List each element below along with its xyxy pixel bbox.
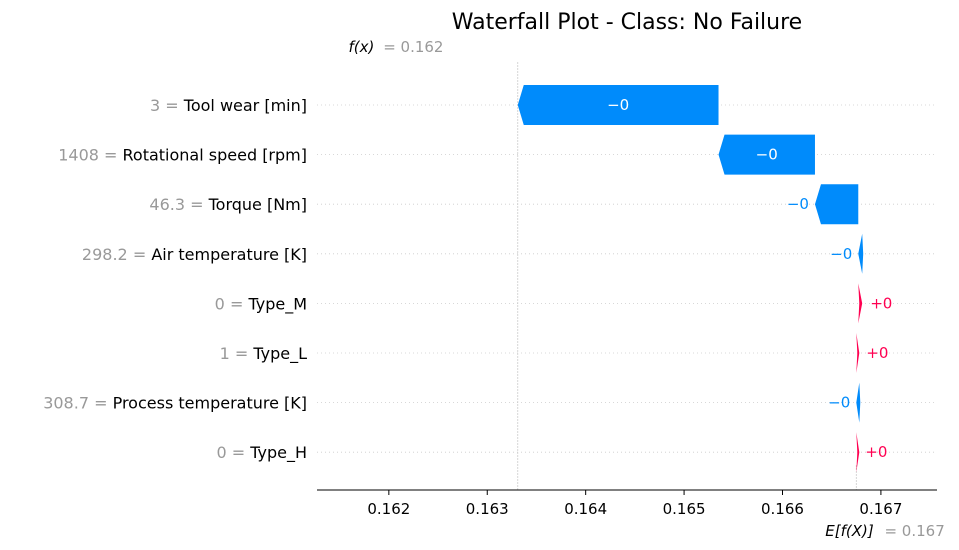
bars: −0 −0 −0 −0 +0 +0 −0 +0: [517, 85, 892, 473]
feature-bar: [858, 233, 864, 274]
ex-prefix: E[f(X)]: [825, 522, 874, 540]
bar-value-label: −0: [828, 394, 850, 412]
ex-annotation: E[f(X)] = 0.167: [825, 522, 945, 540]
feature-bar: [856, 432, 860, 473]
feature-labels: 3 = Tool wear [min] 1408 = Rotational spe…: [43, 96, 307, 463]
feature-name: Tool wear [min]: [183, 96, 307, 115]
x-tick-label: 0.167: [859, 500, 902, 518]
fx-annotation: f(x) = 0.162: [349, 38, 444, 56]
feature-name: Type_M: [247, 294, 307, 314]
feature-bar: [858, 283, 863, 324]
fx-value: = 0.162: [383, 38, 443, 56]
feature-label: 1408 = Rotational speed [rpm]: [58, 146, 307, 165]
feature-bar: [856, 333, 860, 373]
feature-value: 1408 =: [58, 146, 122, 165]
x-tick-label: 0.163: [466, 500, 509, 518]
feature-label: 1 = Type_L: [220, 344, 308, 364]
x-tick-label: 0.166: [761, 500, 804, 518]
feature-value: 1 =: [220, 344, 254, 363]
feature-value: 298.2 =: [82, 245, 151, 264]
feature-bar: [517, 85, 719, 125]
feature-value: 46.3 =: [149, 195, 208, 214]
feature-value: 0 =: [215, 294, 249, 313]
fx-prefix: f(x): [349, 38, 375, 56]
feature-value: 308.7 =: [43, 394, 112, 413]
feature-name: Type_L: [252, 344, 307, 364]
bar-value-label: +0: [870, 294, 892, 312]
feature-label: 0 = Type_M: [215, 294, 307, 314]
guide-lines: [517, 62, 857, 490]
feature-name: Type_H: [249, 443, 307, 463]
bar-value-label: −0: [830, 245, 852, 263]
chart-title: Waterfall Plot - Class: No Failure: [452, 10, 802, 35]
bar-value-label: +0: [866, 344, 888, 362]
bar-value-label: −0: [787, 195, 809, 213]
feature-label: 0 = Type_H: [216, 443, 307, 463]
feature-name: Air temperature [K]: [151, 245, 307, 264]
ex-value: = 0.167: [884, 522, 944, 540]
feature-value: 3 =: [150, 96, 184, 115]
x-axis-ticks: 0.162 0.163 0.164 0.165 0.166 0.167: [367, 490, 902, 518]
feature-label: 46.3 = Torque [Nm]: [149, 195, 307, 214]
feature-bar: [856, 382, 861, 423]
feature-bar: [718, 134, 815, 175]
bar-value-label: −0: [756, 146, 778, 164]
feature-bar: [814, 184, 859, 225]
feature-name: Torque [Nm]: [208, 195, 307, 214]
feature-name: Rotational speed [rpm]: [123, 146, 307, 165]
feature-name: Process temperature [K]: [113, 394, 307, 413]
x-tick-label: 0.164: [564, 500, 607, 518]
feature-label: 308.7 = Process temperature [K]: [43, 394, 307, 413]
x-tick-label: 0.165: [663, 500, 706, 518]
bar-value-label: −0: [607, 96, 629, 114]
x-tick-label: 0.162: [367, 500, 410, 518]
feature-label: 3 = Tool wear [min]: [150, 96, 307, 115]
feature-label: 298.2 = Air temperature [K]: [82, 245, 307, 264]
bar-value-label: +0: [865, 443, 887, 461]
feature-value: 0 =: [216, 443, 250, 462]
